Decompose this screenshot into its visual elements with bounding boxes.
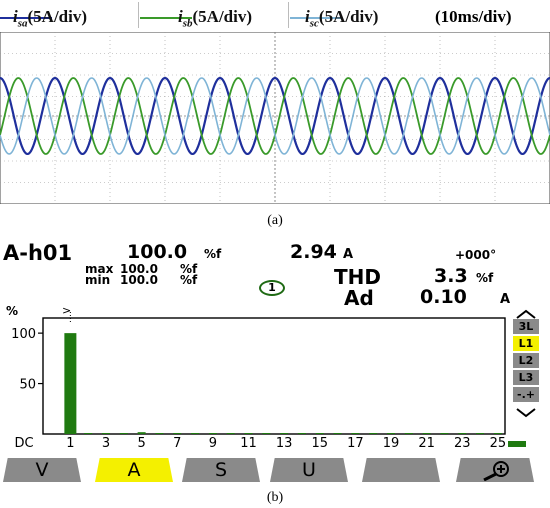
thd-value: 3.3: [434, 265, 468, 287]
y-tick-label: 100: [11, 327, 36, 342]
bar-h13: [280, 433, 289, 434]
channel-indicator: 1: [259, 280, 285, 296]
ad-label: Ad: [344, 286, 374, 310]
x-tick-label: 19: [382, 436, 400, 451]
side-button-l2[interactable]: L2: [513, 353, 539, 368]
current-unit: A: [343, 247, 354, 262]
bar-h18: [369, 433, 378, 434]
x-tick-label: 9: [208, 436, 218, 451]
zoom-icon: [483, 461, 509, 482]
side-button-l1[interactable]: L1: [513, 336, 539, 351]
thd-label: THD: [334, 265, 381, 289]
bar-h24: [476, 433, 485, 434]
y-tick-label: 50: [19, 378, 36, 393]
bar-h25: [493, 433, 502, 434]
function-key-blank[interactable]: [362, 458, 440, 482]
function-key-s[interactable]: S: [182, 458, 260, 482]
bar-h16: [333, 433, 342, 434]
oscilloscope-legend: isa(5A/div) isb(5A/div) isc(5A/div) (10m…: [0, 0, 550, 32]
function-key-v[interactable]: V: [3, 458, 81, 482]
x-tick-label: 5: [137, 436, 146, 451]
bar-h5: [137, 432, 146, 434]
bar-h17: [351, 433, 360, 434]
legend-line-isb: [140, 17, 192, 19]
x-tick-label: 1: [66, 436, 75, 451]
oscilloscope-plot: [0, 32, 550, 204]
bar-h1: [64, 333, 77, 434]
waveform-sc: [0, 77, 550, 155]
x-tick-label: 7: [173, 436, 182, 451]
harmonic-scroll-indicator: [508, 441, 526, 447]
x-tick-label: 15: [311, 436, 329, 451]
bar-h14: [297, 433, 306, 434]
thd-unit: %f: [476, 271, 494, 285]
function-key-u[interactable]: U: [270, 458, 348, 482]
max-label: max: [85, 262, 114, 276]
bar-h19: [387, 433, 395, 434]
function-key-a[interactable]: A: [95, 458, 173, 482]
bar-h7: [173, 432, 182, 434]
function-key-zoom[interactable]: [456, 458, 534, 482]
x-tick-label: DC: [14, 436, 34, 451]
harmonics-bar-chart: 100 50: [11, 312, 506, 435]
chart-frame: [42, 317, 506, 435]
side-button-l3[interactable]: L3: [513, 370, 539, 385]
harmonic-title: A-h01: [3, 241, 73, 265]
legend-label-isa: isa(5A/div): [13, 7, 88, 30]
bar-h6: [155, 433, 164, 434]
legend-label-isb: isb(5A/div): [178, 7, 253, 30]
bar-h12: [262, 433, 271, 434]
x-tick-label: 3: [101, 436, 111, 451]
max-value: 100.0: [120, 262, 158, 276]
side-button-3l[interactable]: 3L: [513, 319, 539, 334]
caption-b: (b): [266, 490, 284, 505]
bar-h21: [422, 433, 431, 434]
bar-h10: [226, 433, 235, 434]
bar-h3: [102, 433, 110, 434]
bar-h9: [208, 433, 217, 434]
y-axis-unit: %: [6, 304, 19, 318]
x-tick-label: 13: [275, 436, 293, 451]
legend-line-isc: [290, 17, 342, 19]
x-tick-label: 23: [453, 436, 471, 451]
scroll-down-icon[interactable]: [514, 405, 538, 418]
phase-value: +000°: [455, 248, 497, 262]
side-button-all[interactable]: -.+: [513, 387, 539, 402]
legend-label-isc: isc(5A/div): [305, 7, 379, 30]
harmonic-percent-value: 100.0: [127, 241, 188, 263]
bar-h15: [315, 433, 324, 434]
bar-h4: [119, 433, 128, 434]
min-value: 100.0: [120, 273, 158, 287]
max-unit: %f: [180, 262, 198, 276]
min-unit: %f: [180, 273, 198, 287]
x-tick-label: 21: [418, 436, 435, 451]
legend-line-isa: [0, 17, 52, 19]
cursor-marker-icon[interactable]: >: [62, 304, 72, 317]
harmonic-percent-unit: %f: [204, 247, 222, 261]
bar-h8: [191, 433, 200, 434]
caption-a: (a): [267, 213, 283, 228]
bar-h20: [404, 433, 413, 434]
x-tick-label: 17: [347, 436, 364, 451]
ad-value: 0.10: [420, 286, 467, 308]
bar-h2: [84, 433, 93, 434]
min-label: min: [85, 273, 111, 287]
timebase-label: (10ms/div): [435, 7, 512, 26]
ad-unit: A: [500, 292, 511, 307]
current-value: 2.94: [290, 241, 337, 263]
x-tick-label: 25: [489, 436, 507, 451]
scroll-up-icon[interactable]: [514, 306, 538, 319]
bar-h22: [440, 433, 449, 434]
x-tick-label: 11: [240, 436, 257, 451]
bar-h11: [244, 433, 253, 434]
bar-h23: [458, 433, 467, 434]
